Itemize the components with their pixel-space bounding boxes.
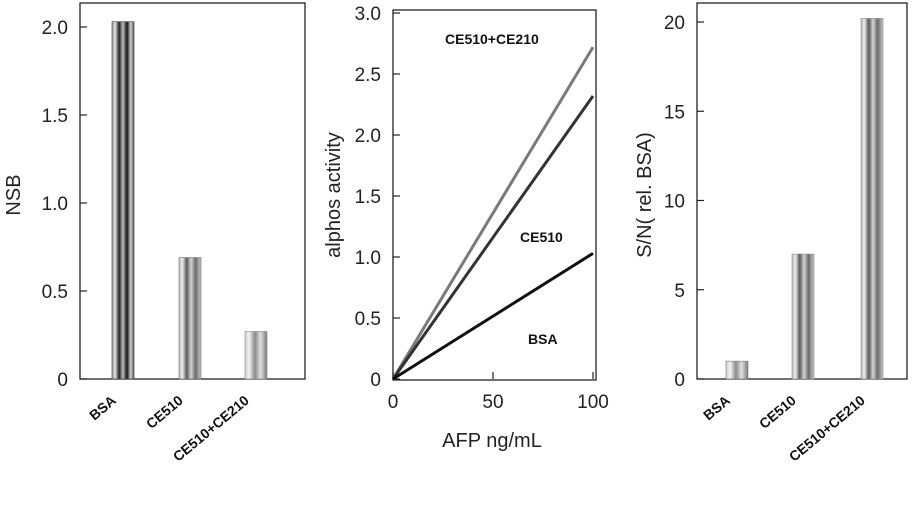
- series-label-bsa: BSA: [528, 331, 558, 347]
- sn-category-label: BSA: [700, 392, 733, 423]
- activity-y-tick-label: 1.5: [355, 187, 381, 208]
- activity-y-tick-label: 3.0: [355, 4, 381, 25]
- activity-line-ce510-ce210: [391, 46, 595, 380]
- activity-x-tick-label: 50: [482, 392, 503, 413]
- activity-line-bsa: [392, 252, 594, 381]
- nsb-y-ticks: 0 0.5 1.0 1.5 2.0: [42, 18, 87, 391]
- activity-x-tick-label: 0: [388, 392, 399, 413]
- sn-y-tick-label: 5: [674, 281, 685, 302]
- nsb-y-tick-label: 1.5: [42, 106, 68, 127]
- sn-y-ticks: 0 5 10 15 20: [664, 13, 704, 391]
- nsb-y-tick-label: 0: [57, 370, 68, 391]
- activity-lines: [391, 46, 595, 381]
- activity-y-axis-label: alphos activity: [323, 132, 345, 258]
- activity-panel: 0 0.5 1.0 1.5 2.0 2.5 3.0 0 50 100 CE510+CE210 C…: [323, 4, 609, 452]
- sn-bars: [725, 18, 884, 380]
- activity-y-tick-label: 2.5: [355, 65, 381, 86]
- activity-plot-frame: [392, 9, 597, 381]
- activity-line-ce510: [391, 95, 595, 380]
- activity-y-tick-label: 2.0: [355, 126, 381, 147]
- activity-y-tick-label: 0: [370, 370, 381, 391]
- nsb-category-label: CE510: [143, 392, 186, 432]
- activity-y-tick-label: 1.0: [355, 248, 381, 269]
- nsb-y-tick-label: 0.5: [42, 282, 68, 303]
- activity-x-axis-label: AFP ng/mL: [442, 430, 542, 452]
- sn-bar-bsa: [725, 360, 749, 380]
- series-label-ce510: CE510: [520, 229, 563, 245]
- sn-y-tick-label: 15: [664, 102, 685, 123]
- sn-y-tick-label: 10: [664, 192, 685, 213]
- nsb-y-axis-label: NSB: [3, 174, 25, 215]
- nsb-bars: [111, 21, 268, 380]
- nsb-bar-ce510-ce210: [244, 331, 268, 380]
- nsb-category-label: BSA: [86, 392, 119, 423]
- activity-x-ticks: 0 50 100: [388, 372, 609, 413]
- sn-category-label: CE510+CE210: [786, 392, 868, 465]
- sn-bar-ce510-ce210: [860, 18, 884, 380]
- series-label-ce510-ce210: CE510+CE210: [445, 31, 539, 47]
- nsb-y-tick-label: 1.0: [42, 194, 68, 215]
- nsb-bar-ce510: [178, 257, 202, 380]
- sn-bar-ce510: [791, 253, 815, 380]
- sn-y-tick-label: 20: [664, 13, 685, 34]
- sn-y-tick-label: 0: [674, 370, 685, 391]
- activity-y-ticks: 0 0.5 1.0 1.5 2.0 2.5 3.0: [355, 4, 400, 391]
- activity-y-tick-label: 0.5: [355, 309, 381, 330]
- nsb-bar-bsa: [111, 21, 135, 380]
- activity-x-tick-label: 100: [577, 392, 609, 413]
- sn-y-axis-label: S/N( rel. BSA): [634, 132, 656, 258]
- nsb-y-tick-label: 2.0: [42, 18, 68, 39]
- sn-category-label: CE510: [756, 392, 799, 432]
